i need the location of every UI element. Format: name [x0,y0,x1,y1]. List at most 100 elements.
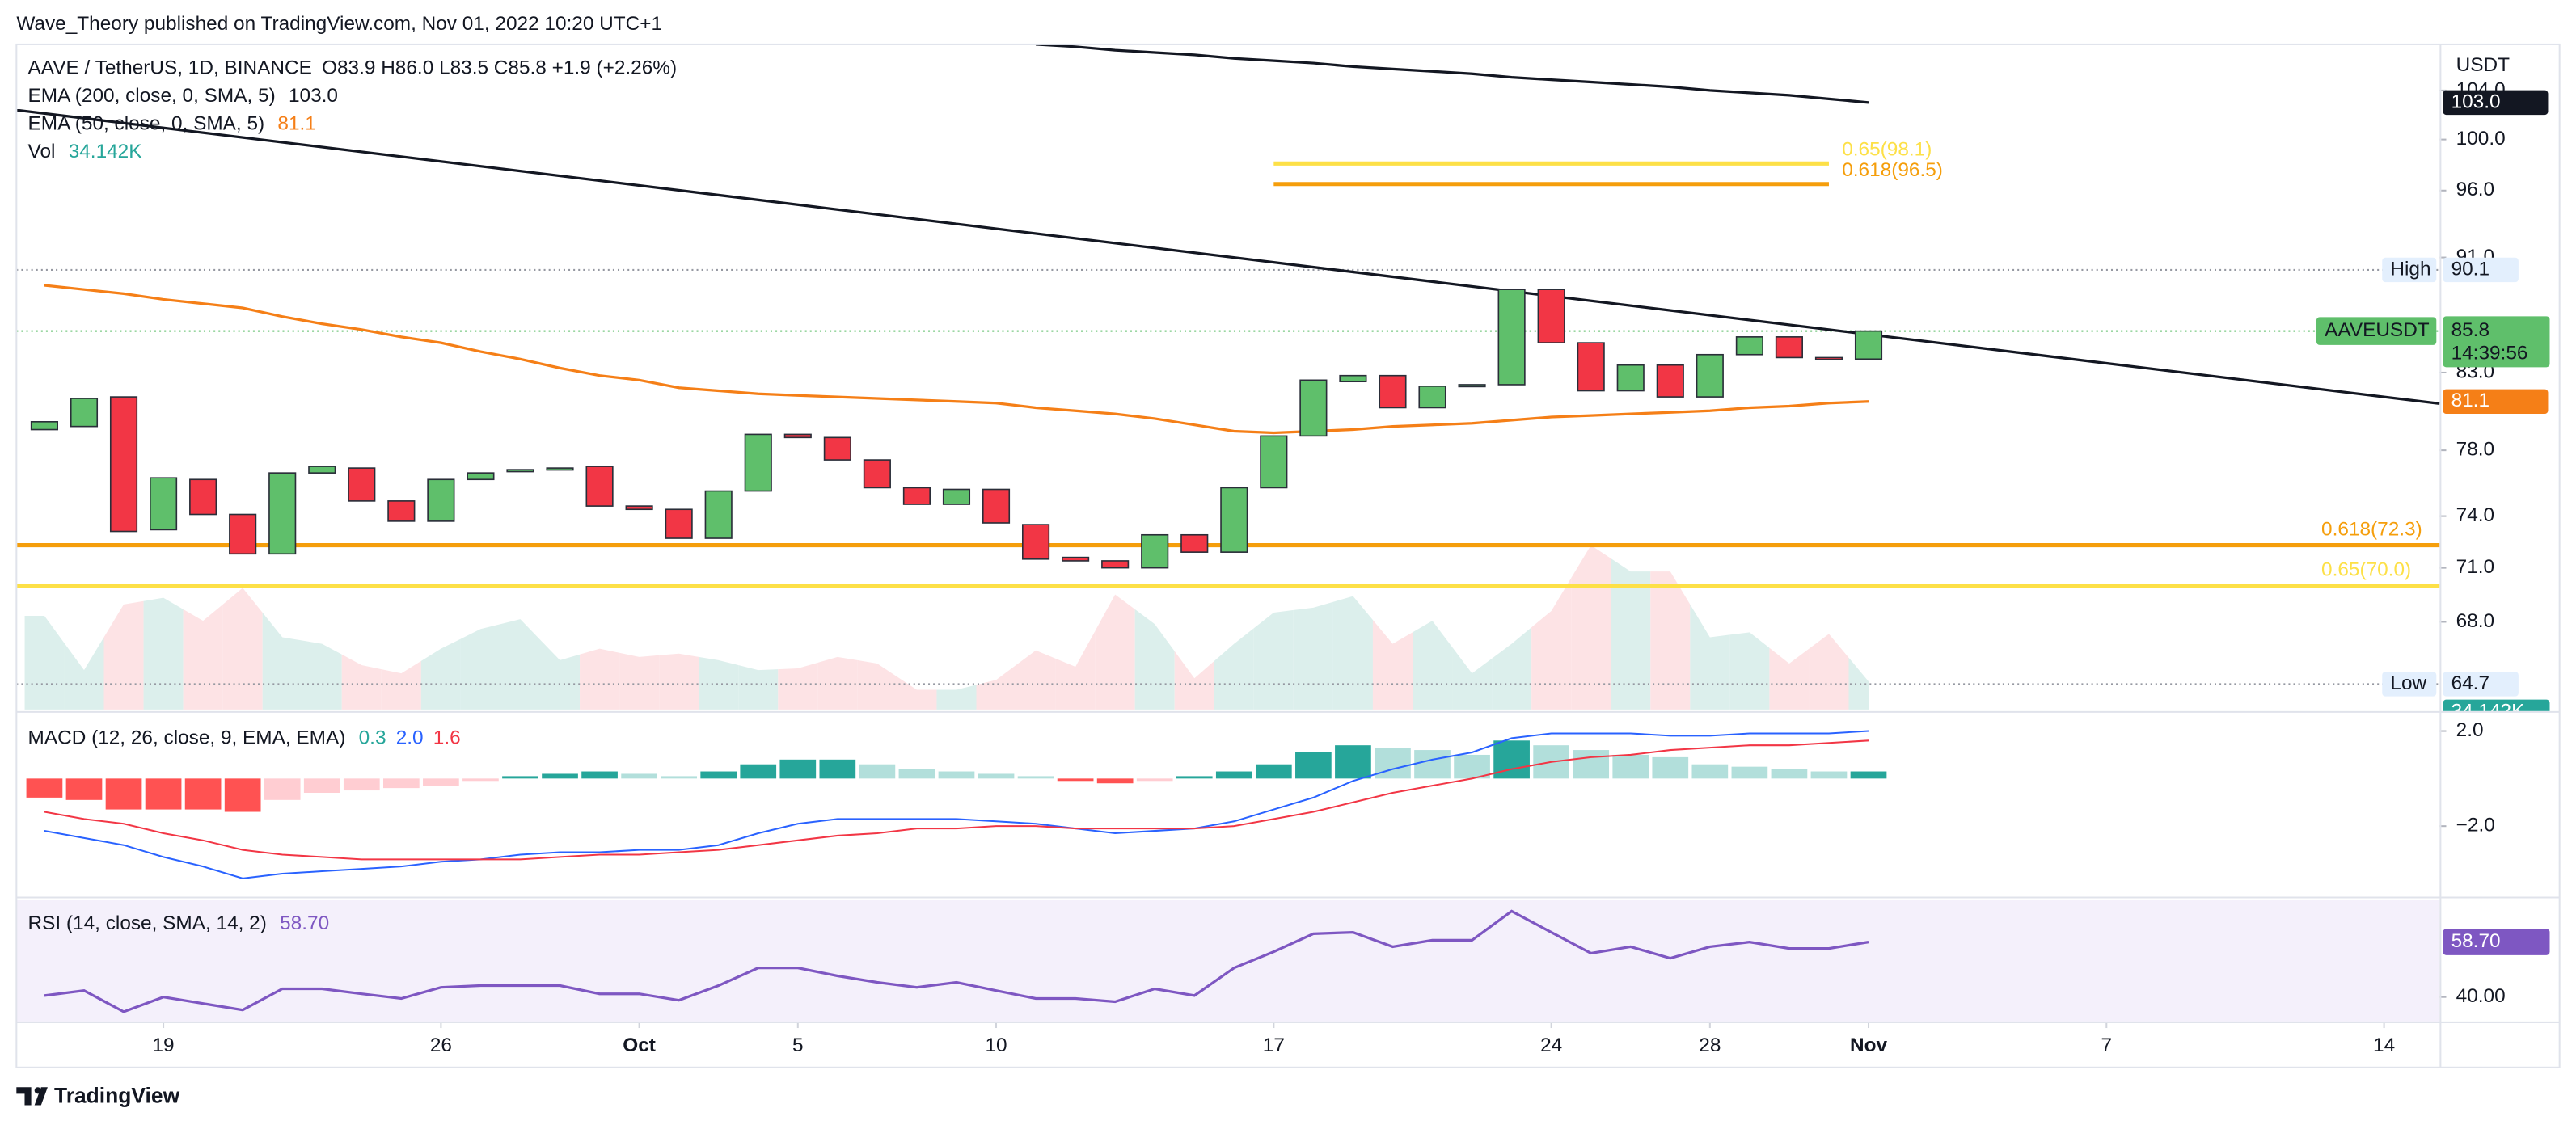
macd-histogram-bar [462,778,499,782]
candle-body [1260,435,1288,489]
candle-body [1379,374,1407,409]
legend-name: MACD (12, 26, close, 9, EMA, EMA) [28,727,346,749]
volume-area [103,600,144,710]
fib-label: 0.65(98.1) [1842,138,1932,160]
candle-body [625,505,653,511]
ema-tag-bg [2443,389,2549,415]
candle-body [1339,374,1367,383]
macd-histogram-bar [1136,778,1173,782]
volume-area [1848,657,1869,710]
volume-area [1332,596,1373,710]
macd-histogram-bar [343,778,380,791]
volume-area [1729,632,1770,710]
legend-volume: Vol 34.142K [28,141,142,162]
legend-value: 0.3 [359,727,386,749]
brand-name: TradingView [54,1083,180,1107]
legend-value: 1.6 [433,727,461,749]
macd-histogram-bar [1215,771,1252,779]
macd-histogram-bar [1850,771,1887,779]
fib-label: 0.618(96.5) [1842,159,1943,181]
macd-histogram-bar [819,759,856,779]
volume-area [143,597,184,710]
macd-histogram-bar [264,778,301,800]
x-tick-label: Nov [1850,1034,1887,1056]
volume-area [1809,634,1849,710]
ema-tag-bg [2443,90,2549,116]
macd-histogram-bar [423,778,459,786]
x-tick-label: 19 [153,1034,175,1056]
candle-body [1180,533,1209,553]
candle-body [1854,330,1883,360]
x-tick-label: 28 [1699,1034,1721,1056]
y-tick-label: 68.0 [2456,610,2494,632]
candle-body [942,488,971,505]
volume-area [1650,571,1691,710]
candle-body [744,433,772,492]
brand-logo [16,1087,48,1106]
volume-area [778,662,818,710]
volume-area [341,654,382,710]
macd-histogram-bar [700,771,737,779]
volume-area [1253,609,1294,710]
macd-histogram-bar [1057,778,1094,782]
candle-body [387,500,416,522]
volume-area [1492,627,1532,710]
volume-tag: 34.142K [2443,699,2550,711]
macd-histogram-bar [1295,752,1332,779]
currency-label: USDT [2456,54,2510,76]
macd-histogram-bar [1375,748,1411,779]
y-tick-label: 71.0 [2456,556,2494,578]
logo-mark [16,1087,48,1106]
volume-area [1769,647,1810,710]
macd-histogram-bar [621,773,657,779]
candle-body [704,490,733,539]
candle-body [229,513,257,555]
macd-line [44,730,1869,879]
candle-body [189,478,217,516]
fib-label: 0.65(70.0) [2321,559,2411,581]
macd-histogram-bar [1652,756,1689,779]
x-tick-label: 7 [2101,1034,2113,1056]
candle-body [109,396,138,533]
candle-body [665,508,693,539]
macd-line [44,739,1869,861]
macd-histogram-bar [740,764,777,779]
chart-frame [15,43,2561,1068]
macd-histogram-bar [779,759,817,779]
macd-histogram-bar [65,778,103,800]
x-tick-label: 14 [2373,1034,2395,1056]
symbol-tag: AAVEUSDT [2325,319,2430,341]
macd-histogram-bar [542,773,578,779]
macd-histogram-bar [1612,754,1649,779]
volume-area [1531,578,1572,710]
candle-body [30,421,59,431]
candle-body [1616,364,1645,392]
x-tick-label: 10 [985,1034,1007,1056]
candle-body [1141,533,1169,569]
macd-histogram-bar [1335,745,1371,779]
candle-body [1299,379,1328,437]
low-label: Low [2390,672,2426,694]
ema-tag: 81.1 [2451,390,2489,411]
symbol-title: AAVE / TetherUS, 1D, BINANCE [28,57,312,79]
legend-ema200: EMA (200, close, 0, SMA, 5) 103.0 [28,85,338,107]
last-price-tag: 85.8 [2451,319,2489,341]
macd-histogram-bar [1255,764,1292,779]
candle-body [863,459,891,489]
candle-body [1735,336,1763,356]
legend-name: EMA (200, close, 0, SMA, 5) [28,85,276,107]
trendline [16,108,2440,406]
volume-area [1412,621,1453,710]
volume-area [1016,650,1056,710]
ohlc-values: O83.9 H86.0 L83.5 C85.8 +1.9 (+2.26%) [322,57,677,79]
candle-body [1220,487,1248,553]
volume-area [262,612,302,710]
low-label-bg [2382,672,2437,697]
legend-value: 58.70 [280,912,329,934]
candle-body [268,472,297,555]
candle-body [506,469,534,473]
volume-area [936,685,977,710]
macd-histogram-bar [184,778,222,810]
